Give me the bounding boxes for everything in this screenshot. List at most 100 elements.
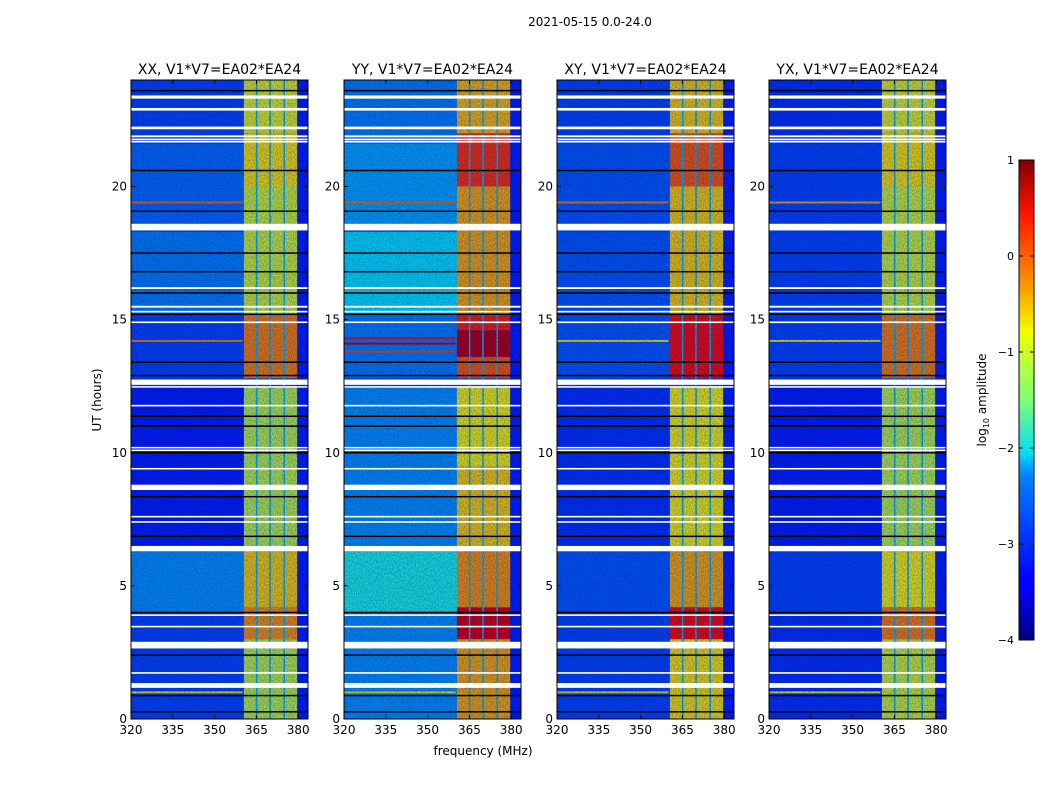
flagged-row bbox=[769, 449, 946, 452]
flagged-row bbox=[769, 446, 946, 449]
flagged-row bbox=[769, 287, 946, 290]
flagged-row bbox=[769, 386, 946, 388]
flagged-row bbox=[344, 321, 521, 324]
x-axis-label: frequency (MHz) bbox=[433, 744, 532, 758]
flagged-row bbox=[344, 135, 521, 138]
boundary-line bbox=[557, 89, 734, 92]
flagged-row bbox=[557, 672, 734, 674]
plot-frame bbox=[556, 79, 735, 720]
boundary-line bbox=[769, 611, 946, 614]
flagged-row bbox=[769, 321, 946, 324]
flagged-row bbox=[344, 126, 521, 130]
flagged-row bbox=[557, 135, 734, 138]
colorbar-tick-label: −2 bbox=[998, 442, 1014, 455]
boundary-line bbox=[769, 495, 946, 498]
boundary-line bbox=[131, 415, 308, 418]
boundary-line bbox=[769, 452, 946, 454]
panel-xx: XX, V1*V7=EA02*EA24 320 335 350 365 380 0 5 10 15… bbox=[112, 62, 310, 737]
flagged-row bbox=[344, 515, 521, 518]
x-tick-label: 320 bbox=[758, 723, 781, 737]
boundary-line bbox=[557, 270, 734, 273]
flagged-row bbox=[557, 107, 734, 111]
flagged-row bbox=[769, 545, 946, 552]
flagged-row bbox=[557, 521, 734, 523]
flagged-row bbox=[557, 321, 734, 324]
flagged-row bbox=[131, 140, 308, 143]
boundary-line bbox=[131, 270, 308, 273]
flagged-row bbox=[557, 683, 734, 688]
plot-frame bbox=[343, 79, 522, 720]
boundary-line bbox=[557, 535, 734, 538]
flagged-row bbox=[131, 449, 308, 452]
flagged-row bbox=[131, 107, 308, 111]
flagged-row bbox=[557, 446, 734, 449]
flagged-row bbox=[769, 310, 946, 313]
flagged-row bbox=[769, 484, 946, 491]
boundary-line bbox=[769, 270, 946, 273]
flagged-row bbox=[344, 641, 521, 649]
boundary-line bbox=[769, 694, 946, 697]
flagged-row bbox=[131, 404, 308, 407]
flagged-row bbox=[557, 223, 734, 231]
colorbar-label: log10 amplitude bbox=[975, 354, 991, 447]
flagged-row bbox=[131, 545, 308, 552]
flagged-row bbox=[344, 223, 521, 231]
flagged-row bbox=[557, 484, 734, 491]
boundary-line bbox=[131, 89, 308, 92]
y-tick-label: 20 bbox=[538, 180, 553, 194]
colorbar-tick-label: 1 bbox=[1007, 154, 1014, 167]
boundary-line bbox=[131, 452, 308, 454]
boundary-line bbox=[557, 210, 734, 213]
colorbar-tick-label: −1 bbox=[998, 346, 1014, 359]
flagged-row bbox=[131, 683, 308, 688]
flagged-row bbox=[344, 95, 521, 99]
x-tick-label: 335 bbox=[374, 723, 397, 737]
flagged-row bbox=[131, 305, 308, 308]
flagged-row bbox=[131, 379, 308, 385]
y-tick-label: 10 bbox=[112, 446, 127, 460]
flagged-row bbox=[557, 467, 734, 470]
x-tick-label: 335 bbox=[161, 723, 184, 737]
flagged-row bbox=[131, 321, 308, 324]
boundary-line bbox=[131, 361, 308, 363]
panel-title: YX, V1*V7=EA02*EA24 bbox=[775, 62, 938, 78]
flagged-row bbox=[769, 641, 946, 649]
boundary-line bbox=[557, 169, 734, 172]
boundary-line bbox=[344, 694, 521, 697]
flagged-row bbox=[769, 95, 946, 99]
flagged-row bbox=[344, 138, 521, 141]
figure-title: 2021-05-15 0.0-24.0 bbox=[528, 15, 652, 29]
flagged-row bbox=[557, 614, 734, 616]
flagged-row bbox=[344, 449, 521, 452]
flagged-row bbox=[131, 95, 308, 99]
boundary-line bbox=[344, 169, 521, 172]
flagged-row bbox=[131, 310, 308, 313]
boundary-line bbox=[131, 374, 308, 377]
flagged-row bbox=[131, 625, 308, 628]
flagged-row bbox=[769, 379, 946, 385]
panel-title: XY, V1*V7=EA02*EA24 bbox=[564, 62, 726, 78]
flagged-row bbox=[131, 446, 308, 449]
flagged-row bbox=[557, 305, 734, 308]
boundary-line bbox=[131, 495, 308, 498]
flagged-row bbox=[344, 140, 521, 143]
flagged-row bbox=[769, 672, 946, 674]
flagged-row bbox=[769, 467, 946, 470]
flagged-row bbox=[344, 683, 521, 688]
boundary-line bbox=[557, 374, 734, 377]
boundary-line bbox=[344, 374, 521, 377]
flagged-row bbox=[344, 614, 521, 616]
boundary-line bbox=[769, 415, 946, 418]
flagged-row bbox=[131, 614, 308, 616]
x-tick-label: 380 bbox=[713, 723, 736, 737]
boundary-line bbox=[131, 654, 308, 656]
y-tick-label: 0 bbox=[332, 712, 340, 726]
flagged-row bbox=[344, 672, 521, 674]
boundary-line bbox=[131, 711, 308, 713]
flagged-row bbox=[557, 287, 734, 290]
panel-title: YY, V1*V7=EA02*EA24 bbox=[351, 62, 513, 78]
x-tick-label: 320 bbox=[333, 723, 356, 737]
boundary-line bbox=[344, 425, 521, 427]
flagged-row bbox=[557, 386, 734, 388]
boundary-line bbox=[344, 313, 521, 316]
